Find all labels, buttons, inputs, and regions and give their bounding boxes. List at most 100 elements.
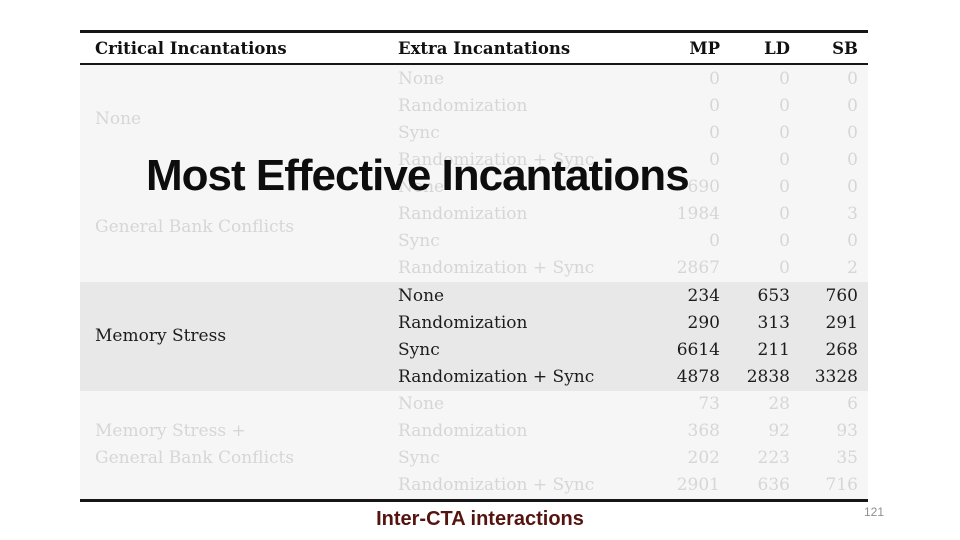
footer-label: Inter-CTA interactions	[376, 508, 584, 530]
sb-value: 35	[836, 448, 858, 469]
mp-value: 0	[709, 149, 720, 170]
ld-value: 0	[779, 177, 790, 198]
section-memory-stress: Memory Stress None 234 653 760 Randomiza…	[80, 282, 868, 391]
sb-value: 0	[847, 68, 858, 89]
table-row: Sync 6614 211 268	[398, 336, 858, 363]
ld-value: 0	[779, 68, 790, 89]
ld-value: 211	[757, 339, 790, 360]
table-row: Randomization 0 0 0	[398, 92, 858, 119]
table-header-row: Critical Incantations Extra Incantations…	[80, 33, 868, 63]
ld-value: 653	[757, 285, 790, 306]
ld-value: 636	[757, 475, 790, 496]
sb-value: 268	[825, 339, 858, 360]
critical-label: Memory Stress	[95, 325, 227, 346]
ld-value: 28	[768, 394, 790, 415]
table-row: None 234 653 760	[398, 282, 858, 309]
sb-value: 6	[847, 394, 858, 415]
extra-incantation-cell: None	[398, 394, 445, 415]
table-row: Randomization 290 313 291	[398, 309, 858, 336]
critical-label: General Bank Conflicts	[95, 217, 295, 238]
extra-incantation-cell: Randomization	[398, 95, 528, 116]
header-extra-incantations: Extra Incantations	[398, 38, 571, 58]
sb-value: 3328	[814, 366, 858, 387]
table-row: Randomization + Sync 4878 2838 3328	[398, 363, 858, 390]
mp-value: 690	[687, 177, 720, 198]
extra-incantation-cell: Randomization	[398, 312, 528, 333]
critical-label: None	[95, 108, 142, 129]
sb-value: 0	[847, 231, 858, 252]
table-top-rule	[80, 30, 868, 33]
extra-incantation-cell: None	[398, 285, 445, 306]
extra-incantation-cell: Sync	[398, 231, 440, 252]
mp-value: 0	[709, 95, 720, 116]
incantations-table: Critical Incantations Extra Incantations…	[80, 30, 868, 502]
extra-incantation-cell: Sync	[398, 122, 440, 143]
table-row: Sync 0 0 0	[398, 228, 858, 255]
header-critical-incantations: Critical Incantations	[95, 38, 287, 58]
mp-value: 6614	[676, 339, 720, 360]
mp-value: 4878	[676, 366, 720, 387]
table-row: Randomization + Sync 0 0 0	[398, 146, 858, 173]
extra-incantation-cell: Randomization	[398, 421, 528, 442]
sb-value: 3	[847, 204, 858, 225]
ld-value: 92	[768, 421, 790, 442]
extra-incantation-cell: None	[398, 177, 445, 198]
section-memory-stress-general-bank-conflicts: Memory Stress + General Bank Conflicts N…	[80, 390, 868, 499]
extra-incantation-cell: None	[398, 68, 445, 89]
table-row: Randomization 368 92 93	[398, 418, 858, 445]
mp-value: 368	[687, 421, 720, 442]
mp-value: 290	[687, 312, 720, 333]
ld-value: 0	[779, 149, 790, 170]
extra-incantation-cell: Sync	[398, 339, 440, 360]
page-number: 121	[863, 505, 884, 519]
section-general-bank-conflicts: General Bank Conflicts None 690 0 0 Rand…	[80, 173, 868, 282]
sb-value: 93	[836, 421, 858, 442]
mp-value: 2867	[676, 258, 720, 279]
table-row: None 0 0 0	[398, 65, 858, 92]
extra-incantation-cell: Sync	[398, 448, 440, 469]
extra-incantation-cell: Randomization + Sync	[398, 149, 595, 170]
ld-value: 0	[779, 258, 790, 279]
table-row: Randomization 1984 0 3	[398, 201, 858, 228]
mp-value: 0	[709, 122, 720, 143]
sb-value: 760	[825, 285, 858, 306]
sb-value: 0	[847, 149, 858, 170]
extra-incantation-cell: Randomization + Sync	[398, 366, 595, 387]
sb-value: 0	[847, 122, 858, 143]
header-ld: LD	[764, 38, 790, 58]
table-row: Randomization + Sync 2867 0 2	[398, 255, 858, 282]
table-row: Sync 0 0 0	[398, 119, 858, 146]
extra-incantation-cell: Randomization	[398, 204, 528, 225]
mp-value: 73	[698, 394, 720, 415]
page-title: Most Effective Incantations	[146, 151, 690, 200]
mp-value: 1984	[676, 204, 720, 225]
mp-value: 2901	[676, 475, 720, 496]
ld-value: 313	[757, 312, 790, 333]
sb-value: 2	[847, 258, 858, 279]
ld-value: 0	[779, 95, 790, 116]
sb-value: 0	[847, 95, 858, 116]
critical-label: Memory Stress + General Bank Conflicts	[95, 420, 295, 468]
sb-value: 716	[825, 475, 858, 496]
table-row: Randomization + Sync 2901 636 716	[398, 472, 858, 499]
sb-value: 291	[825, 312, 858, 333]
ld-value: 2838	[746, 366, 790, 387]
mp-value: 0	[709, 231, 720, 252]
header-mp: MP	[689, 38, 720, 58]
table-header-rule	[80, 63, 868, 65]
sb-value: 0	[847, 177, 858, 198]
ld-value: 0	[779, 231, 790, 252]
extra-incantation-cell: Randomization + Sync	[398, 258, 595, 279]
table-row: None 690 0 0	[398, 174, 858, 201]
ld-value: 0	[779, 204, 790, 225]
mp-value: 234	[687, 285, 720, 306]
section-none: None None 0 0 0 Randomization 0 0 0 Sync	[80, 65, 868, 174]
mp-value: 0	[709, 68, 720, 89]
header-sb: SB	[832, 38, 858, 58]
ld-value: 0	[779, 122, 790, 143]
table-bottom-rule	[80, 499, 868, 502]
table-row: Sync 202 223 35	[398, 445, 858, 472]
ld-value: 223	[757, 448, 790, 469]
table-row: None 73 28 6	[398, 391, 858, 418]
